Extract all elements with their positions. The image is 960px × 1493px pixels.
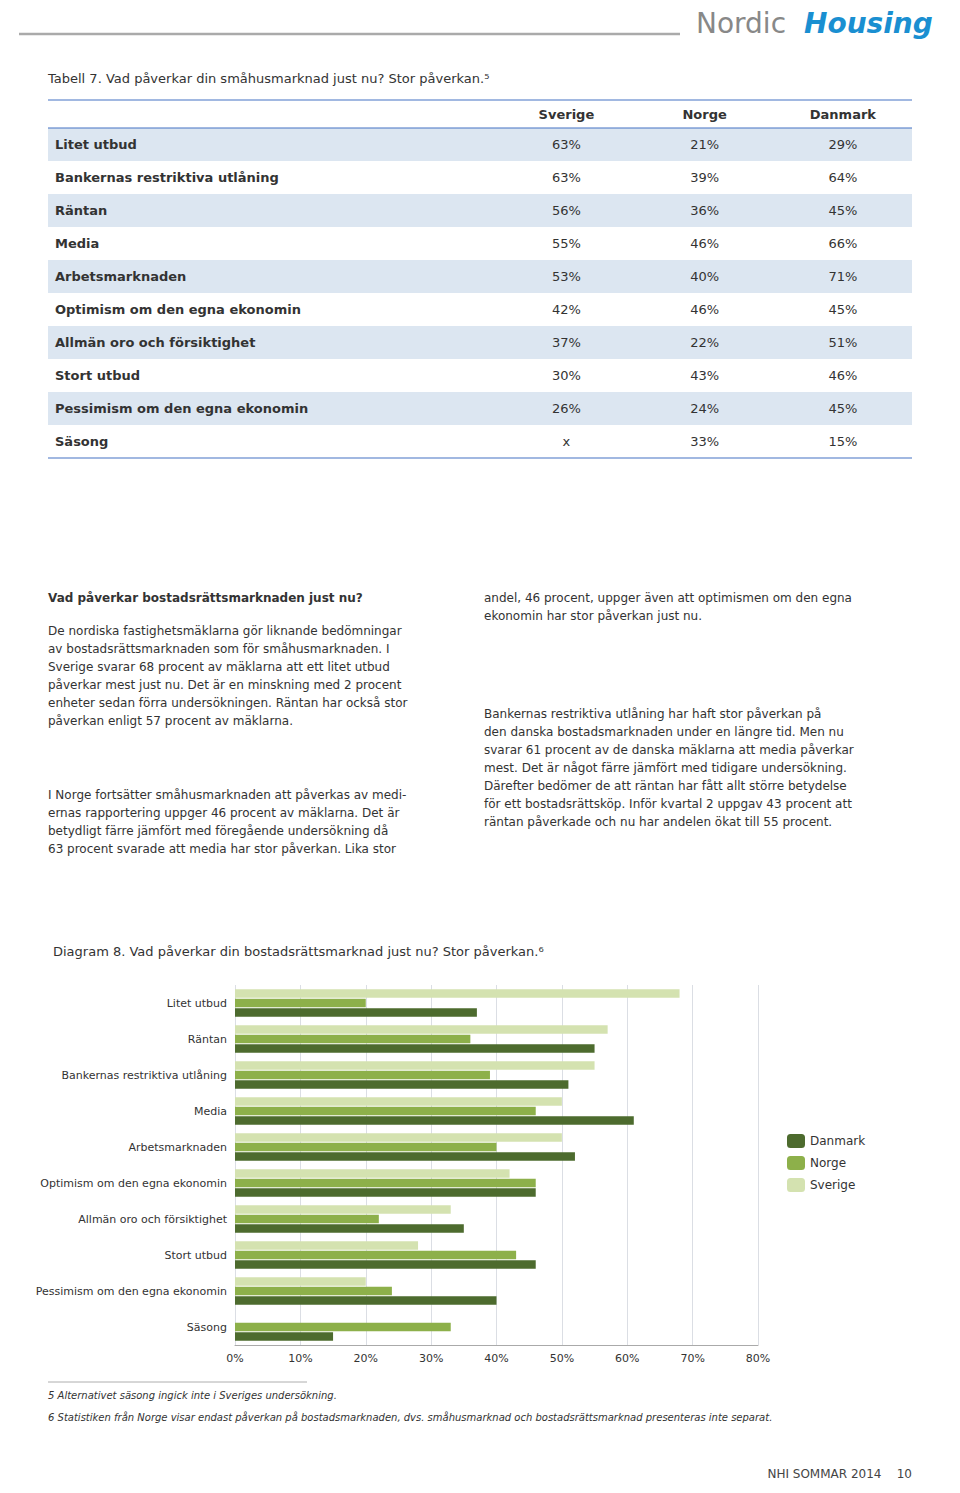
svg-text:60%: 60% bbox=[615, 1352, 639, 1365]
svg-text:enheter sedan förra undersökni: enheter sedan förra undersökningen. Ränt… bbox=[48, 696, 408, 710]
svg-text:Sverige: Sverige bbox=[539, 107, 595, 122]
svg-text:Säsong: Säsong bbox=[55, 434, 108, 449]
svg-text:Optimism om den egna ekonomin: Optimism om den egna ekonomin bbox=[55, 302, 301, 317]
svg-text:6 Statistiken från Norge visar: 6 Statistiken från Norge visar endast på… bbox=[48, 1411, 772, 1423]
svg-text:55%: 55% bbox=[552, 236, 581, 251]
svg-text:Optimism om den egna ekonomin: Optimism om den egna ekonomin bbox=[40, 1177, 227, 1190]
svg-text:63%: 63% bbox=[552, 170, 581, 185]
svg-text:Räntan: Räntan bbox=[55, 203, 107, 218]
svg-text:Arbetsmarknaden: Arbetsmarknaden bbox=[128, 1141, 227, 1154]
svg-text:Sverige svarar 68 procent av m: Sverige svarar 68 procent av mäklarna at… bbox=[48, 660, 390, 674]
svg-text:Norge: Norge bbox=[810, 1156, 846, 1170]
svg-text:påverkar mest just nu. Det är: påverkar mest just nu. Det är en minskni… bbox=[48, 678, 402, 692]
svg-text:Stort utbud: Stort utbud bbox=[55, 368, 140, 383]
svg-text:I Norge fortsätter småhusmarkn: I Norge fortsätter småhusmarknaden att p… bbox=[48, 788, 406, 802]
svg-text:Räntan: Räntan bbox=[188, 1033, 227, 1046]
svg-text:betydligt färre jämfört med fö: betydligt färre jämfört med föregående u… bbox=[48, 824, 388, 838]
svg-text:Litet utbud: Litet utbud bbox=[55, 137, 137, 152]
svg-text:30%: 30% bbox=[419, 1352, 443, 1365]
svg-text:29%: 29% bbox=[828, 137, 857, 152]
svg-text:15%: 15% bbox=[828, 434, 857, 449]
svg-text:22%: 22% bbox=[690, 335, 719, 350]
svg-text:40%: 40% bbox=[484, 1352, 508, 1365]
svg-text:svarar 61 procent av de danska: svarar 61 procent av de danska mäklarna … bbox=[484, 743, 854, 757]
svg-text:63 procent svarade att media h: 63 procent svarade att media har stor på… bbox=[48, 842, 396, 856]
svg-text:66%: 66% bbox=[828, 236, 857, 251]
svg-text:den danska bostadsmarknaden un: den danska bostadsmarknaden under en län… bbox=[484, 725, 844, 739]
svg-text:Nordic: Nordic bbox=[696, 7, 786, 40]
svg-text:63%: 63% bbox=[552, 137, 581, 152]
svg-text:45%: 45% bbox=[828, 401, 857, 416]
svg-text:10%: 10% bbox=[288, 1352, 312, 1365]
svg-text:50%: 50% bbox=[550, 1352, 574, 1365]
svg-text:53%: 53% bbox=[552, 269, 581, 284]
svg-text:46%: 46% bbox=[690, 236, 719, 251]
svg-text:37%: 37% bbox=[552, 335, 581, 350]
svg-text:26%: 26% bbox=[552, 401, 581, 416]
svg-text:Bankernas restriktiva utlåning: Bankernas restriktiva utlåning bbox=[55, 170, 279, 185]
svg-text:Allmän oro och försiktighet: Allmän oro och försiktighet bbox=[55, 335, 255, 350]
svg-text:ernas rapportering uppger 46 p: ernas rapportering uppger 46 procent av … bbox=[48, 806, 399, 820]
svg-text:0%: 0% bbox=[226, 1352, 243, 1365]
svg-text:påverkan enligt 57 procent av: påverkan enligt 57 procent av mäklarna. bbox=[48, 714, 293, 728]
svg-text:Bankernas restriktiva utlåning: Bankernas restriktiva utlåning har haft … bbox=[484, 707, 821, 721]
svg-text:80%: 80% bbox=[746, 1352, 770, 1365]
svg-text:Stort utbud: Stort utbud bbox=[164, 1249, 227, 1262]
svg-text:Allmän oro och försiktighet: Allmän oro och försiktighet bbox=[78, 1213, 227, 1226]
svg-text:20%: 20% bbox=[354, 1352, 378, 1365]
svg-text:Media: Media bbox=[55, 236, 99, 251]
svg-text:51%: 51% bbox=[828, 335, 857, 350]
svg-text:64%: 64% bbox=[828, 170, 857, 185]
svg-text:30%: 30% bbox=[552, 368, 581, 383]
svg-text:45%: 45% bbox=[828, 203, 857, 218]
svg-text:21%: 21% bbox=[690, 137, 719, 152]
svg-text:Pessimism om den egna ekonomin: Pessimism om den egna ekonomin bbox=[36, 1285, 227, 1298]
svg-text:33%: 33% bbox=[690, 434, 719, 449]
svg-text:56%: 56% bbox=[552, 203, 581, 218]
svg-text:Därefter bedömer de att räntan: Därefter bedömer de att räntan har fått … bbox=[484, 779, 847, 793]
svg-text:Vad påverkar bostadsrättsmarkn: Vad påverkar bostadsrättsmarknaden just … bbox=[48, 591, 363, 605]
svg-text:Litet utbud: Litet utbud bbox=[167, 997, 227, 1010]
svg-text:för ett bostadsrättsköp. Inför: för ett bostadsrättsköp. Inför kvartal 2… bbox=[484, 797, 852, 811]
svg-text:av bostadsrättsmarknaden som f: av bostadsrättsmarknaden som för småhusm… bbox=[48, 642, 390, 656]
svg-text:46%: 46% bbox=[828, 368, 857, 383]
svg-text:5 Alternativet säsong ingick i: 5 Alternativet säsong ingick inte i Sver… bbox=[48, 1390, 337, 1401]
svg-text:70%: 70% bbox=[680, 1352, 704, 1365]
svg-text:Danmark: Danmark bbox=[810, 107, 877, 122]
svg-text:Diagram 8. Vad påverkar din bo: Diagram 8. Vad påverkar din bostadsrätts… bbox=[53, 944, 544, 959]
svg-text:räntan påverkade och nu har an: räntan påverkade och nu har andelen ökat… bbox=[484, 815, 832, 829]
svg-text:andel, 46 procent, uppger även: andel, 46 procent, uppger även att optim… bbox=[484, 591, 852, 605]
svg-text:24%: 24% bbox=[690, 401, 719, 416]
svg-text:43%: 43% bbox=[690, 368, 719, 383]
svg-text:NHI SOMMAR 2014 10: NHI SOMMAR 2014 10 bbox=[767, 1467, 912, 1481]
svg-text:Housing: Housing bbox=[804, 7, 933, 40]
svg-text:Media: Media bbox=[194, 1105, 227, 1118]
svg-text:46%: 46% bbox=[690, 302, 719, 317]
svg-text:42%: 42% bbox=[552, 302, 581, 317]
svg-text:39%: 39% bbox=[690, 170, 719, 185]
svg-text:De nordiska fastighetsmäklarna: De nordiska fastighetsmäklarna gör likna… bbox=[48, 624, 402, 638]
svg-text:mest. Det är något färre jämfö: mest. Det är något färre jämfört med tid… bbox=[484, 761, 847, 775]
svg-text:36%: 36% bbox=[690, 203, 719, 218]
svg-text:71%: 71% bbox=[828, 269, 857, 284]
svg-text:Pessimism om den egna ekonomin: Pessimism om den egna ekonomin bbox=[55, 401, 308, 416]
svg-text:45%: 45% bbox=[828, 302, 857, 317]
svg-text:Säsong: Säsong bbox=[187, 1321, 227, 1334]
svg-text:Norge: Norge bbox=[682, 107, 727, 122]
svg-text:Danmark: Danmark bbox=[810, 1134, 865, 1148]
svg-text:Sverige: Sverige bbox=[810, 1178, 855, 1192]
svg-text:Tabell 7. Vad påverkar din små: Tabell 7. Vad påverkar din småhusmarknad… bbox=[47, 71, 489, 86]
svg-text:Arbetsmarknaden: Arbetsmarknaden bbox=[55, 269, 186, 284]
svg-text:Bankernas restriktiva utlåning: Bankernas restriktiva utlåning bbox=[62, 1069, 228, 1082]
svg-text:x: x bbox=[563, 434, 571, 449]
svg-text:40%: 40% bbox=[690, 269, 719, 284]
svg-text:ekonomin har stor påverkan jus: ekonomin har stor påverkan just nu. bbox=[484, 609, 702, 623]
